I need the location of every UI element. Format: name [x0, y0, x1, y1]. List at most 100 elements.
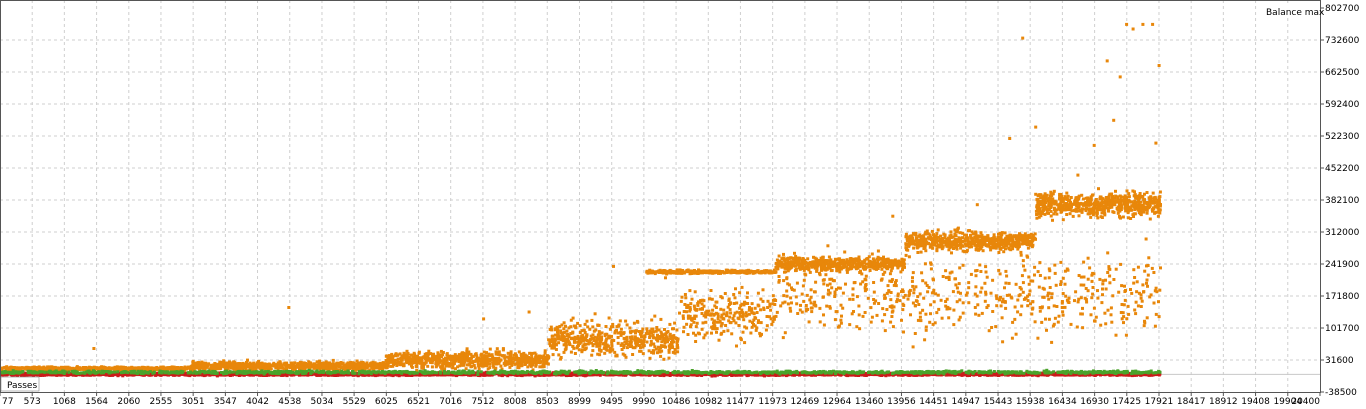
data-point	[1079, 201, 1083, 205]
data-point	[704, 312, 708, 316]
data-point	[760, 269, 764, 273]
data-point	[747, 312, 751, 316]
data-point	[581, 345, 585, 349]
data-point	[1095, 214, 1099, 217]
data-point	[560, 323, 564, 327]
data-point	[629, 331, 633, 335]
data-point	[1086, 201, 1089, 205]
data-point	[557, 341, 561, 345]
data-point	[553, 333, 557, 337]
data-point	[1077, 195, 1081, 199]
data-point	[902, 260, 905, 264]
data-point	[501, 347, 505, 351]
data-point	[559, 329, 563, 333]
data-point	[732, 319, 736, 323]
data-point	[883, 263, 887, 267]
data-point	[943, 233, 947, 237]
data-point	[636, 337, 640, 341]
data-point	[542, 354, 546, 358]
data-point	[881, 260, 885, 264]
data-point	[136, 367, 140, 371]
data-point	[667, 344, 671, 348]
data-point	[820, 260, 824, 264]
data-point	[935, 232, 939, 236]
data-point	[673, 348, 677, 351]
data-point	[867, 255, 871, 259]
data-point	[580, 348, 584, 352]
data-point	[737, 317, 741, 321]
data-point	[935, 236, 939, 240]
data-point	[204, 361, 208, 365]
data-point	[845, 265, 849, 269]
data-point	[802, 268, 806, 272]
data-point	[1133, 190, 1136, 194]
data-point	[318, 367, 322, 371]
data-point	[1155, 210, 1159, 214]
data-point	[461, 351, 465, 355]
data-point	[550, 328, 554, 332]
data-point	[1086, 197, 1090, 201]
data-point	[1091, 193, 1095, 197]
data-point	[585, 319, 589, 323]
data-point	[559, 356, 563, 359]
data-point	[357, 367, 361, 371]
data-point	[685, 322, 689, 326]
data-point	[381, 361, 385, 365]
data-point	[726, 305, 730, 309]
data-point	[985, 239, 989, 242]
data-point	[716, 312, 720, 316]
data-point	[580, 350, 584, 354]
data-point	[829, 258, 833, 262]
data-point	[663, 328, 666, 331]
data-point	[756, 291, 760, 295]
data-point	[775, 258, 779, 262]
data-point	[729, 311, 733, 315]
data-point	[815, 269, 819, 273]
data-point	[1048, 203, 1052, 207]
data-point	[873, 261, 877, 265]
data-point	[848, 259, 852, 263]
data-point	[893, 263, 897, 267]
data-point	[437, 357, 441, 361]
data-point	[613, 350, 617, 354]
data-point	[291, 364, 295, 368]
data-point	[617, 323, 621, 327]
data-point	[578, 331, 582, 334]
data-point	[334, 362, 338, 366]
data-point	[648, 270, 652, 274]
data-point	[380, 367, 384, 371]
data-point	[376, 362, 380, 366]
data-point	[741, 315, 745, 319]
data-point	[434, 355, 438, 359]
data-point	[858, 265, 862, 269]
data-point	[710, 297, 714, 301]
data-point	[981, 249, 985, 253]
data-point	[368, 368, 372, 372]
data-point	[1039, 214, 1043, 218]
data-point	[1034, 237, 1037, 241]
data-point	[951, 235, 955, 239]
data-point	[934, 234, 938, 238]
data-point	[668, 322, 672, 326]
data-point	[462, 359, 466, 363]
data-point	[562, 321, 566, 325]
data-point	[836, 257, 840, 261]
data-point	[625, 338, 629, 342]
data-point	[480, 360, 483, 364]
data-point	[698, 269, 702, 273]
data-point	[528, 351, 532, 355]
data-point	[374, 363, 378, 366]
data-point	[543, 351, 547, 355]
data-point	[696, 303, 700, 307]
data-point	[1069, 201, 1072, 204]
data-point	[494, 350, 498, 354]
data-point	[578, 324, 582, 328]
data-point	[699, 299, 703, 302]
data-point	[821, 262, 825, 266]
data-point	[325, 363, 329, 367]
data-point	[1127, 195, 1131, 199]
data-point	[191, 359, 195, 363]
data-point	[943, 236, 947, 240]
data-point	[904, 242, 908, 246]
data-point	[189, 368, 193, 372]
